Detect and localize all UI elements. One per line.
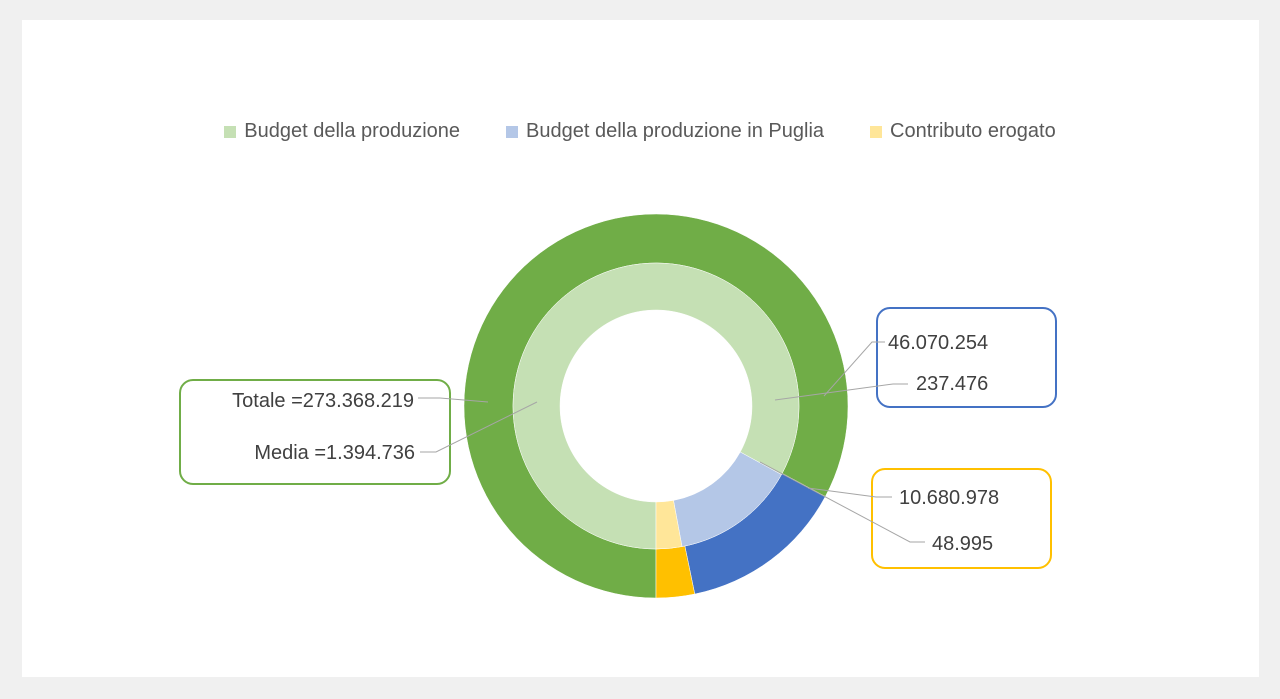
legend-item-contributo[interactable]: Contributo erogato — [870, 120, 1056, 143]
leader-line-puglia-inner — [774, 383, 908, 401]
callout-box-budget — [179, 379, 451, 485]
leader-lines — [418, 341, 925, 543]
callout-box-contributo — [871, 468, 1052, 569]
data-label-media: Media =1.394.736 — [254, 442, 415, 464]
data-label-puglia-outer: 46.070.254 — [888, 332, 988, 354]
legend-item-budget[interactable]: Budget della produzione — [224, 120, 460, 143]
data-label-contrib-inner: 48.995 — [932, 533, 993, 555]
leader-line-media — [420, 401, 538, 453]
legend-item-budget-puglia[interactable]: Budget della produzione in Puglia — [506, 120, 824, 143]
data-label-puglia-inner: 237.476 — [916, 373, 988, 395]
legend: Budget della produzione Budget della pro… — [0, 120, 1280, 143]
doughnut-rings — [463, 213, 849, 599]
legend-label-budget: Budget della produzione — [244, 120, 461, 142]
legend-label-contributo: Contributo erogato — [890, 120, 1056, 142]
legend-label-budget-puglia: Budget della produzione in Puglia — [526, 120, 825, 142]
legend-swatch-budget-puglia — [506, 125, 519, 138]
callout-box-puglia — [876, 307, 1057, 408]
data-label-contrib-outer: 10.680.978 — [899, 487, 999, 509]
legend-swatch-budget — [224, 125, 237, 138]
legend-swatch-contributo — [870, 125, 883, 138]
data-label-totale: Totale =273.368.219 — [232, 390, 414, 412]
leader-line-contrib-inner — [759, 461, 925, 543]
inner-ring-slice-contributo — [655, 500, 683, 550]
leader-line-puglia-outer — [823, 341, 885, 397]
leader-line-contrib-outer — [807, 487, 892, 498]
inner-ring-slice-budget — [512, 262, 800, 550]
leader-line-totale — [418, 397, 489, 403]
